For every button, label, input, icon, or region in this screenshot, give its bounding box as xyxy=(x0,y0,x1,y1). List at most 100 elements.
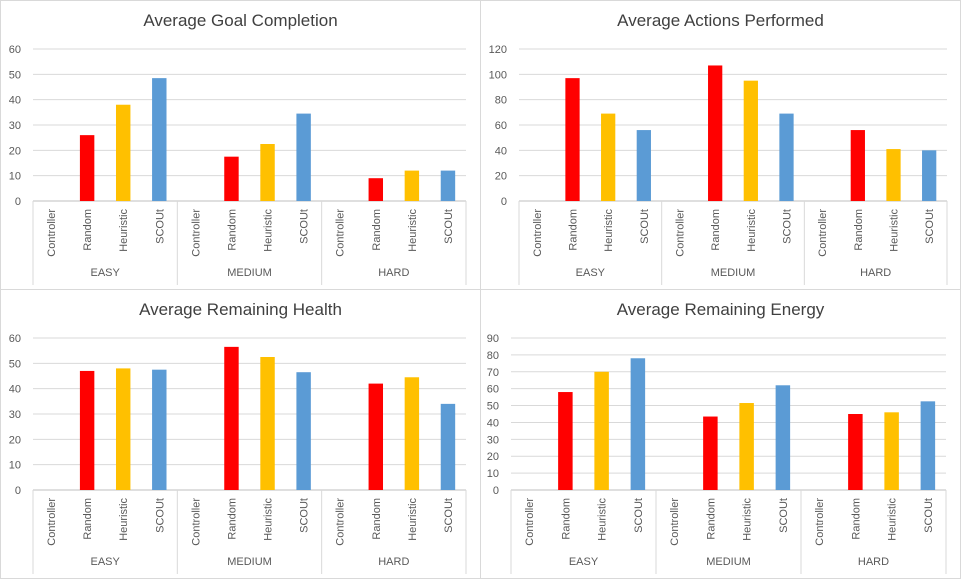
category-label: Heuristic xyxy=(118,498,130,541)
y-tick-label: 60 xyxy=(487,384,499,396)
chart-title: Average Remaining Energy xyxy=(616,300,825,319)
bar-random xyxy=(368,383,384,490)
category-label: Controller xyxy=(335,498,347,546)
bar-scout xyxy=(630,358,646,490)
category-label: Controller xyxy=(190,209,202,257)
y-tick-label: 60 xyxy=(495,120,507,132)
category-label: Heuristic xyxy=(407,498,419,541)
group-label: MEDIUM xyxy=(706,556,751,568)
bar-heuristic xyxy=(594,371,609,490)
category-label: SCOUt xyxy=(923,498,935,533)
bar-random xyxy=(79,370,95,490)
chart-plot: 0 10 20 30 40 50 60 Controller Random Heuristic SC… xyxy=(9,44,467,285)
bar-heuristic xyxy=(260,357,275,490)
bar-random xyxy=(848,414,863,490)
y-tick-label: 100 xyxy=(489,69,507,81)
bar-random xyxy=(79,135,95,201)
chart-remaining-health: Average Remaining Health 0 10 20 30 40 50 60 Co… xyxy=(0,289,481,579)
bar-random xyxy=(703,416,718,490)
y-tick-label: 10 xyxy=(487,468,499,480)
bar-scout xyxy=(775,385,791,490)
chart-title: Average Remaining Health xyxy=(139,300,342,319)
y-tick-label: 40 xyxy=(9,384,21,396)
bar-random xyxy=(224,346,239,490)
category-label: SCOUt xyxy=(443,209,455,244)
group-label: HARD xyxy=(858,556,889,568)
category-label: Controller xyxy=(675,209,687,257)
y-tick-label: 80 xyxy=(495,95,507,107)
bar-scout xyxy=(440,403,456,490)
category-label: Random xyxy=(226,498,238,540)
category-label: SCOUt xyxy=(782,209,794,244)
bar-scout xyxy=(920,401,936,490)
group-label: HARD xyxy=(860,267,891,279)
bar-scout xyxy=(296,372,311,490)
category-label: Heuristic xyxy=(263,498,275,541)
group-label: EASY xyxy=(90,267,120,279)
category-label: SCOUt xyxy=(639,209,651,244)
category-label: SCOUt xyxy=(778,498,790,533)
bar-scout xyxy=(922,150,937,201)
category-label: Random xyxy=(705,498,717,540)
bar-scout xyxy=(296,113,311,201)
category-label: Controller xyxy=(814,498,826,546)
y-tick-label: 90 xyxy=(487,333,499,345)
y-tick-label: 10 xyxy=(9,460,21,472)
group-label: HARD xyxy=(378,267,409,279)
chart-plot: 0 20 40 60 80 100 120 Controller Random Heuristic… xyxy=(489,44,948,285)
group-label: MEDIUM xyxy=(227,267,272,279)
category-label: SCOUt xyxy=(443,498,455,533)
y-tick-label: 40 xyxy=(487,417,499,429)
chart-actions-performed: Average Actions Performed 0 20 40 60 80 100 12… xyxy=(480,0,961,290)
y-tick-label: 0 xyxy=(15,196,21,208)
y-tick-label: 60 xyxy=(9,333,21,345)
category-label: Heuristic xyxy=(889,209,901,252)
category-label: Heuristic xyxy=(603,209,615,252)
category-label: SCOUt xyxy=(154,209,166,244)
y-tick-label: 50 xyxy=(9,358,21,370)
y-tick-label: 50 xyxy=(487,401,499,413)
bar-random xyxy=(224,156,239,201)
bar-random xyxy=(565,78,580,201)
y-tick-label: 40 xyxy=(495,145,507,157)
category-label: Random xyxy=(853,209,865,251)
y-tick-label: 20 xyxy=(9,145,21,157)
category-label: Random xyxy=(371,209,383,251)
bar-heuristic xyxy=(601,113,616,201)
category-label: Heuristic xyxy=(597,498,609,541)
y-tick-label: 40 xyxy=(9,95,21,107)
group-label: EASY xyxy=(576,267,606,279)
y-tick-label: 20 xyxy=(487,451,499,463)
category-label: Random xyxy=(371,498,383,540)
bar-heuristic xyxy=(739,403,754,490)
bar-heuristic xyxy=(886,149,901,201)
category-label: Random xyxy=(710,209,722,251)
bar-heuristic xyxy=(115,104,131,201)
category-label: Random xyxy=(82,498,94,540)
group-label: MEDIUM xyxy=(227,556,272,568)
chart-plot: 0 10 20 30 40 50 60 Controller Random Heuristic SC… xyxy=(9,333,467,574)
chart-title: Average Goal Completion xyxy=(143,11,338,30)
category-label: Random xyxy=(850,498,862,540)
bar-scout xyxy=(152,369,167,490)
bar-heuristic xyxy=(404,170,420,201)
category-label: Controller xyxy=(532,209,544,257)
y-tick-label: 20 xyxy=(495,171,507,183)
y-tick-label: 60 xyxy=(9,44,21,56)
category-label: SCOUt xyxy=(633,498,645,533)
group-label: MEDIUM xyxy=(711,267,756,279)
bar-heuristic xyxy=(743,80,758,201)
category-label: SCOUt xyxy=(154,498,166,533)
category-label: Random xyxy=(560,498,572,540)
bar-random xyxy=(558,392,573,490)
category-label: Heuristic xyxy=(742,498,754,541)
y-tick-label: 30 xyxy=(487,434,499,446)
category-label: Controller xyxy=(190,498,202,546)
bar-random xyxy=(850,130,865,201)
category-label: Heuristic xyxy=(746,209,758,252)
y-tick-label: 0 xyxy=(493,485,499,497)
y-tick-label: 0 xyxy=(501,196,507,208)
group-label: HARD xyxy=(378,556,409,568)
y-tick-label: 120 xyxy=(489,44,507,56)
bar-random xyxy=(708,65,723,201)
